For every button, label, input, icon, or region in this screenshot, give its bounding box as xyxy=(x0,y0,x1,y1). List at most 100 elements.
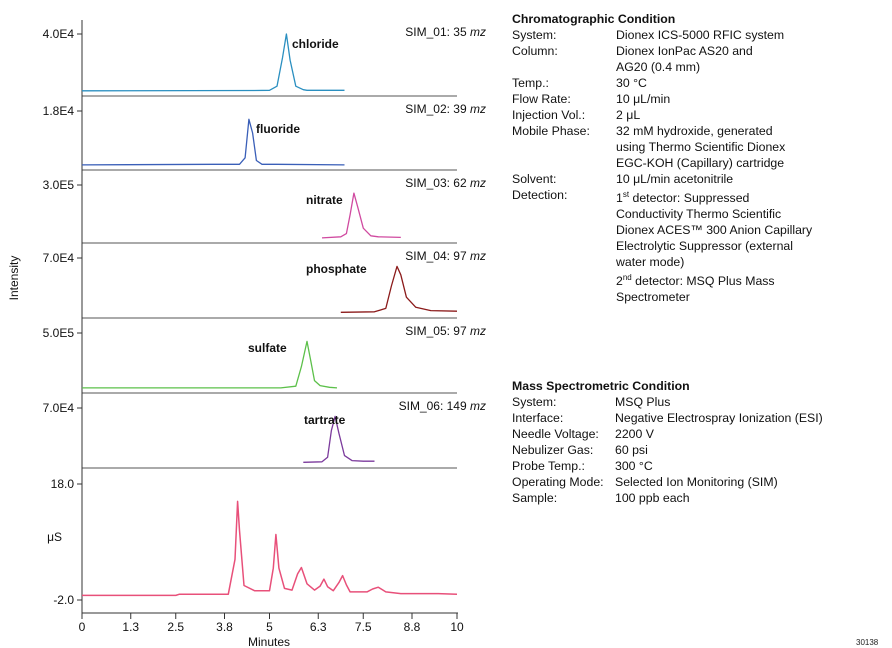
peak-label-fluoride: fluoride xyxy=(256,122,300,136)
series-line-phosphate xyxy=(340,265,458,313)
peak-label-phosphate: phosphate xyxy=(306,262,367,276)
x-tick-label: 0 xyxy=(79,620,86,634)
chromatographic-condition-row: using Thermo Scientific Dionex xyxy=(512,139,887,155)
series-line-sulfate xyxy=(82,340,338,389)
chromatographic-condition-value: 32 mM hydroxide, generated xyxy=(616,124,773,138)
chromatographic-condition-row: Injection Vol.: 2 μL xyxy=(512,107,887,123)
chromatographic-condition-label: Solvent: xyxy=(512,172,557,186)
series-line-chloride xyxy=(81,33,345,92)
chromatographic-condition-row: AG20 (0.4 mm) xyxy=(512,59,887,75)
chromatographic-condition-label: Injection Vol.: xyxy=(512,108,586,122)
chromatographic-condition-label: System: xyxy=(512,28,557,42)
y-tick-label: 18.0 xyxy=(51,477,75,491)
x-tick-label: 6.3 xyxy=(310,620,327,634)
y-tick-label: 4.0E4 xyxy=(43,27,75,41)
chromatographic-condition-value: EGC-KOH (Capillary) cartridge xyxy=(616,156,785,170)
chromatographic-condition-value: Conductivity Thermo Scientific xyxy=(616,207,782,222)
mass-spec-condition-row: Operating Mode: Selected Ion Monitoring (… xyxy=(512,474,892,490)
chromatographic-condition-row: Conductivity Thermo Scientific xyxy=(512,206,887,222)
mass-spec-condition-row: Sample: 100 ppb each xyxy=(512,490,892,506)
chromatographic-condition-value: Electrolytic Suppressor (external xyxy=(616,239,794,254)
chromatographic-condition-label xyxy=(512,155,616,171)
y-tick-label: 5.0E5 xyxy=(43,326,75,340)
chromatographic-condition-value: Dionex ACES™ 300 Anion Capillary xyxy=(616,223,813,238)
mass-spec-condition-label: Nebulizer Gas: xyxy=(512,443,594,457)
chromatographic-condition-row: 2nd detector: MSQ Plus Mass xyxy=(512,270,887,289)
mass-spec-condition-value: 100 ppb each xyxy=(615,491,690,505)
chromatographic-condition-label xyxy=(512,238,616,254)
chromatographic-condition-value: 1st detector: Suppressed xyxy=(616,190,750,206)
chromatographic-condition-label xyxy=(512,254,616,270)
chromatographic-condition-row: Temp.: 30 °C xyxy=(512,75,887,91)
chromatographic-condition-value: 2 μL xyxy=(616,108,641,122)
chromatographic-condition-value: 10 μL/min xyxy=(616,92,671,106)
mass-spec-condition-value: 2200 V xyxy=(615,427,654,441)
mass-spec-condition-row: Probe Temp.: 300 °C xyxy=(512,458,892,474)
chromatographic-condition-row: EGC-KOH (Capillary) cartridge xyxy=(512,155,887,171)
series-line-conductivity xyxy=(82,500,458,597)
chromatographic-condition-value: 10 μL/min acetonitrile xyxy=(616,172,734,186)
chromatographic-condition-label: Column: xyxy=(512,44,558,58)
figure-id: 30138 xyxy=(856,638,879,647)
peak-label-sulfate: sulfate xyxy=(248,341,287,355)
x-tick-label: 7.5 xyxy=(355,620,372,634)
x-tick-label: 10 xyxy=(450,620,464,634)
mass-spec-condition-value: MSQ Plus xyxy=(615,395,671,409)
mass-spec-condition-value: Selected Ion Monitoring (SIM) xyxy=(615,475,778,489)
peak-label-chloride: chloride xyxy=(292,37,339,51)
chromatographic-condition-row: Detection: 1st detector: Suppressed xyxy=(512,187,887,206)
chromatographic-condition-value: 30 °C xyxy=(616,76,647,90)
series-line-fluoride xyxy=(81,118,345,166)
y-tick-label: 3.0E5 xyxy=(43,178,75,192)
chromatographic-condition-label xyxy=(512,289,616,305)
chromatographic-condition-label: Mobile Phase: xyxy=(512,124,590,138)
chromatographic-condition-label xyxy=(512,139,616,155)
mass-spec-condition-title: Mass Spectrometric Condition xyxy=(512,379,690,393)
chromatographic-condition-value: using Thermo Scientific Dionex xyxy=(616,140,786,154)
chromatographic-condition-label: Flow Rate: xyxy=(512,92,571,106)
mass-spec-condition-label: Probe Temp.: xyxy=(512,459,585,473)
mass-spec-condition-label: Interface: xyxy=(512,411,564,425)
mass-spec-condition-value: 300 °C xyxy=(615,459,653,473)
chromatographic-condition-value: 2nd detector: MSQ Plus Mass xyxy=(616,273,775,289)
chromatographic-condition-value: Spectrometer xyxy=(616,290,690,305)
chromatographic-condition-row: Solvent: 10 μL/min acetonitrile xyxy=(512,171,887,187)
y-tick-label: 7.0E4 xyxy=(43,251,75,265)
mass-spec-condition-row: Nebulizer Gas: 60 psi xyxy=(512,442,892,458)
chromatographic-condition-label xyxy=(512,206,616,222)
sim-label: SIM_02: 39 mz xyxy=(405,102,486,116)
x-tick-label: 8.8 xyxy=(404,620,421,634)
x-tick-label: 2.5 xyxy=(167,620,184,634)
y-axis-title: Intensity xyxy=(7,256,21,301)
mass-spec-condition-label: Operating Mode: xyxy=(512,475,604,489)
sim-label: SIM_03: 62 mz xyxy=(405,176,486,190)
x-tick-label: 1.3 xyxy=(122,620,139,634)
sim-label: SIM_05: 97 mz xyxy=(405,324,486,338)
chromatographic-condition-label xyxy=(512,270,616,289)
chromatographic-condition-value: water mode) xyxy=(616,255,685,270)
chromatographic-condition-row: Spectrometer xyxy=(512,289,887,305)
chromatographic-condition-title: Chromatographic Condition xyxy=(512,12,676,26)
peak-label-nitrate: nitrate xyxy=(306,193,343,207)
chromatographic-condition-value: Dionex IonPac AS20 and xyxy=(616,44,753,58)
series-line-tartrate xyxy=(303,415,375,463)
chromatographic-condition-label xyxy=(512,59,616,75)
chromatographic-condition-row: Dionex ACES™ 300 Anion Capillary xyxy=(512,222,887,238)
mass-spec-condition-row: Needle Voltage: 2200 V xyxy=(512,426,892,442)
chromatographic-condition-value: AG20 (0.4 mm) xyxy=(616,60,701,74)
y-unit-label: μS xyxy=(47,530,62,544)
sim-label: SIM_01: 35 mz xyxy=(405,25,486,39)
chromatographic-condition-label xyxy=(512,222,616,238)
sim-label: SIM_04: 97 mz xyxy=(405,249,486,263)
mass-spec-condition-label: Needle Voltage: xyxy=(512,427,599,441)
chromatographic-condition-row: System: Dionex ICS-5000 RFIC system xyxy=(512,27,887,43)
y-tick-label: 1.8E4 xyxy=(43,104,75,118)
mass-spec-condition: Mass Spectrometric Condition System: MSQ … xyxy=(512,378,892,506)
mass-spec-condition-row: Interface: Negative Electrospray Ionizati… xyxy=(512,410,892,426)
mass-spec-condition-value: 60 psi xyxy=(615,443,648,457)
x-tick-label: 3.8 xyxy=(216,620,233,634)
peak-label-tartrate: tartrate xyxy=(304,413,346,427)
chromatographic-condition-label: Detection: xyxy=(512,188,568,202)
chromatographic-condition-row: water mode) xyxy=(512,254,887,270)
